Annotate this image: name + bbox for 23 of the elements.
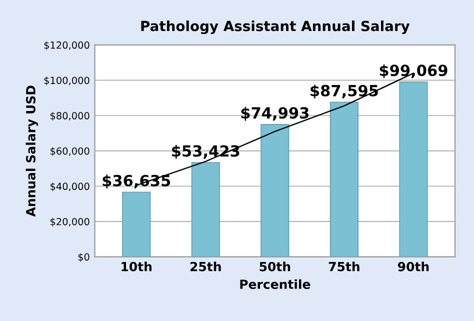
data-label: $87,595 — [310, 84, 378, 98]
bar — [260, 124, 290, 257]
bar — [330, 102, 358, 257]
y-tick-label: $120,000 — [44, 41, 90, 50]
x-axis-title: Percentile — [240, 279, 310, 289]
y-tick-label: $20,000 — [50, 218, 90, 227]
y-tick-label: $0 — [78, 253, 90, 262]
y-axis-title: Annual Salary USD — [26, 86, 38, 217]
bar — [122, 192, 151, 257]
x-tick-label: 90th — [398, 262, 429, 272]
x-tick-label: 75th — [328, 262, 360, 272]
x-tick-label: 10th — [122, 262, 152, 272]
data-label: $74,993 — [241, 106, 308, 121]
bar — [399, 81, 428, 257]
x-tick-label: 50th — [260, 262, 290, 272]
chart-title: Pathology Assistant Annual Salary — [141, 20, 410, 34]
y-tick-label: $60,000 — [50, 147, 90, 156]
x-tick-label: 25th — [190, 262, 221, 272]
y-tick-label: $100,000 — [44, 76, 90, 86]
y-tick-label: $40,000 — [50, 182, 90, 192]
bar — [191, 162, 220, 257]
data-label: $99,069 — [380, 64, 448, 78]
y-tick-label: $80,000 — [50, 112, 90, 121]
